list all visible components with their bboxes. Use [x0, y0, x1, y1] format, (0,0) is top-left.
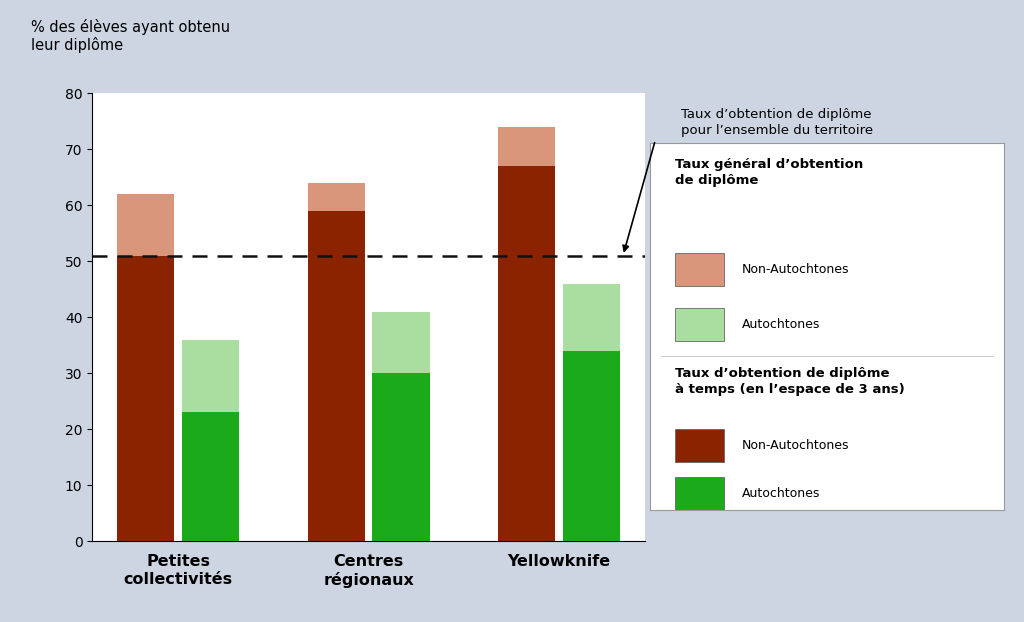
Bar: [182, 412, 240, 541]
Text: Taux général d’obtention
de diplôme: Taux général d’obtention de diplôme: [675, 158, 863, 187]
Text: Non-Autochtones: Non-Autochtones: [742, 439, 850, 452]
Bar: [118, 256, 174, 541]
Bar: [182, 340, 240, 412]
Text: Autochtones: Autochtones: [742, 487, 820, 500]
Bar: [373, 312, 430, 373]
Bar: [373, 373, 430, 541]
Bar: [675, 477, 724, 510]
Bar: [675, 429, 724, 462]
Bar: [307, 211, 365, 541]
Text: Autochtones: Autochtones: [742, 318, 820, 332]
Bar: [675, 253, 724, 286]
Bar: [563, 351, 620, 541]
Bar: [118, 194, 174, 256]
Bar: [307, 183, 365, 211]
Text: % des élèves ayant obtenu
leur diplôme: % des élèves ayant obtenu leur diplôme: [31, 19, 229, 53]
Bar: [498, 127, 555, 166]
Bar: [675, 308, 724, 341]
Text: Non-Autochtones: Non-Autochtones: [742, 263, 850, 276]
Bar: [498, 166, 555, 541]
Text: Taux d’obtention de diplôme
à temps (en l’espace de 3 ans): Taux d’obtention de diplôme à temps (en …: [675, 367, 905, 396]
Bar: [563, 284, 620, 351]
Text: Taux d’obtention de diplôme
pour l’ensemble du territoire: Taux d’obtention de diplôme pour l’ensem…: [681, 108, 873, 137]
